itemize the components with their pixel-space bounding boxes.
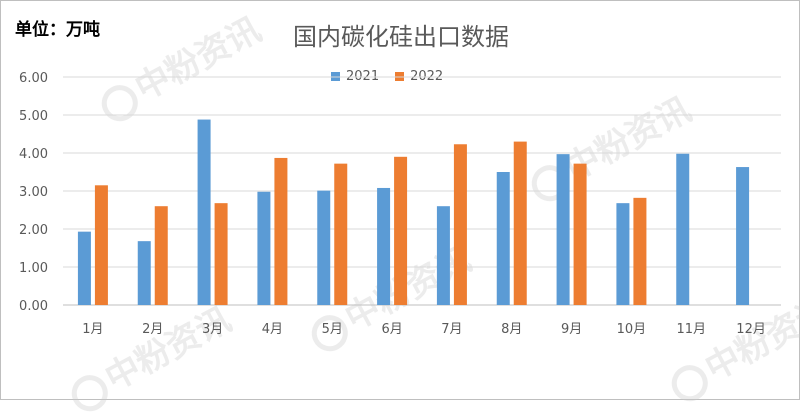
bar-2021-8月 — [496, 172, 510, 305]
x-tick-label: 11月 — [676, 322, 706, 337]
bar-2021-2月 — [137, 241, 151, 305]
bar-2022-4月 — [274, 157, 288, 305]
y-tick-label: 4.00 — [19, 147, 48, 162]
x-tick-label: 6月 — [381, 322, 402, 337]
x-tick-label: 4月 — [262, 322, 283, 337]
bar-2021-3月 — [197, 119, 211, 305]
x-tick-label: 9月 — [561, 322, 582, 337]
unit-label: 单位：万吨 — [15, 20, 100, 40]
bar-2021-10月 — [616, 203, 630, 305]
y-tick-label: 6.00 — [19, 71, 48, 86]
bar-2021-5月 — [317, 190, 331, 305]
x-tick-label: 8月 — [501, 322, 522, 337]
x-tick-label: 10月 — [617, 322, 647, 337]
y-tick-label: 5.00 — [19, 109, 48, 124]
bar-2022-10月 — [633, 197, 647, 305]
y-tick-label: 3.00 — [19, 185, 48, 200]
bar-2022-5月 — [334, 163, 348, 305]
x-tick-label: 12月 — [736, 322, 766, 337]
bar-2022-2月 — [154, 206, 168, 305]
y-tick-label: 2.00 — [19, 223, 48, 238]
x-tick-label: 5月 — [322, 322, 343, 337]
bar-2021-4月 — [257, 191, 271, 305]
y-tick-label: 1.00 — [19, 261, 48, 276]
bar-2022-6月 — [394, 156, 408, 305]
chart-plot: 0.00 1.00 2.00 3.00 4.00 5.00 6.00 1月 2月 3月 4月 5月 6月… — [19, 71, 781, 337]
bar-2021-9月 — [556, 154, 570, 305]
bar-2021-7月 — [436, 206, 450, 305]
x-tick-label: 7月 — [441, 322, 462, 337]
x-tick-label: 1月 — [82, 322, 103, 337]
bar-2021-6月 — [377, 187, 391, 305]
bar-2022-1月 — [94, 185, 108, 305]
x-tick-label: 2月 — [142, 322, 163, 337]
bar-2022-3月 — [214, 203, 228, 305]
x-tick-label: 3月 — [202, 322, 223, 337]
bar-2021-11月 — [676, 153, 690, 305]
chart-title: 国内碳化硅出口数据 — [293, 23, 509, 51]
bar-2021-12月 — [736, 167, 750, 305]
bar-2022-8月 — [513, 141, 527, 305]
bar-2022-7月 — [453, 144, 467, 305]
y-tick-label: 0.00 — [19, 299, 48, 314]
bar-2022-9月 — [573, 163, 587, 305]
bar-2021-1月 — [77, 231, 91, 305]
